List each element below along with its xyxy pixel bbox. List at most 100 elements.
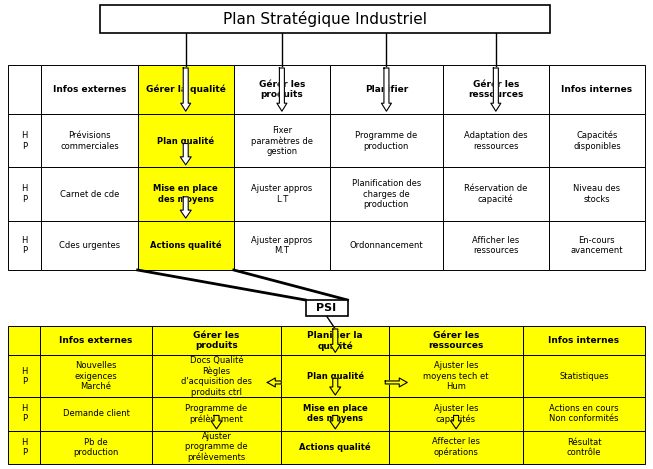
Bar xyxy=(306,300,347,316)
Bar xyxy=(151,397,281,431)
Text: Pb de
production: Pb de production xyxy=(73,438,119,457)
Bar xyxy=(443,114,549,167)
Bar xyxy=(40,356,151,397)
Bar xyxy=(8,114,41,167)
Bar xyxy=(40,431,151,464)
Text: H
P: H P xyxy=(22,236,28,255)
Bar xyxy=(443,65,549,114)
Bar xyxy=(41,65,138,114)
Bar xyxy=(330,167,443,221)
Bar xyxy=(8,65,41,114)
Text: Nouvelles
exigences
Marché: Nouvelles exigences Marché xyxy=(74,361,118,391)
Text: H
P: H P xyxy=(21,404,27,424)
Text: Gérer les
ressources: Gérer les ressources xyxy=(468,80,524,99)
Text: Capacités
disponibles: Capacités disponibles xyxy=(573,131,621,151)
Text: PSI: PSI xyxy=(317,303,336,313)
Text: Gérer les
ressources: Gérer les ressources xyxy=(428,331,484,350)
Text: H
P: H P xyxy=(21,366,27,386)
Text: Plan qualité: Plan qualité xyxy=(307,371,364,381)
Polygon shape xyxy=(381,68,391,111)
Text: Plan Stratégique Industriel: Plan Stratégique Industriel xyxy=(223,11,427,27)
Text: Statistiques: Statistiques xyxy=(559,372,609,381)
Text: Gérer les
produits: Gérer les produits xyxy=(259,80,305,99)
Text: Programme de
prélèvement: Programme de prélèvement xyxy=(185,404,247,424)
Text: Affecter les
opérations: Affecter les opérations xyxy=(432,437,480,457)
Bar xyxy=(40,397,151,431)
Bar xyxy=(523,431,645,464)
Bar xyxy=(8,326,40,356)
Bar xyxy=(330,65,443,114)
Bar xyxy=(443,167,549,221)
Text: Plan qualité: Plan qualité xyxy=(157,136,214,145)
Bar xyxy=(41,114,138,167)
Bar xyxy=(330,114,443,167)
Text: Réservation de
capacité: Réservation de capacité xyxy=(464,184,528,204)
Bar xyxy=(281,356,389,397)
Polygon shape xyxy=(330,416,341,429)
Text: Infos externes: Infos externes xyxy=(59,336,133,345)
Bar xyxy=(389,431,523,464)
Bar xyxy=(100,5,550,33)
Polygon shape xyxy=(491,68,501,111)
Text: Docs Qualité
Règles
d'acquisition des
produits ctrl: Docs Qualité Règles d'acquisition des pr… xyxy=(181,356,252,397)
Text: Ajuster les
capacités: Ajuster les capacités xyxy=(434,404,478,424)
Text: Mise en place
des moyens: Mise en place des moyens xyxy=(153,184,218,204)
Bar xyxy=(389,397,523,431)
Text: Prévisions
commerciales: Prévisions commerciales xyxy=(60,131,119,151)
Polygon shape xyxy=(451,416,462,429)
Text: Demande client: Demande client xyxy=(63,409,129,418)
Polygon shape xyxy=(267,378,281,387)
Text: H
P: H P xyxy=(22,131,28,151)
Bar xyxy=(8,431,40,464)
Polygon shape xyxy=(211,416,222,429)
Bar xyxy=(281,431,389,464)
Text: Planifier: Planifier xyxy=(365,85,408,94)
Bar xyxy=(523,326,645,356)
Text: Infos externes: Infos externes xyxy=(53,85,126,94)
Text: Fixer
paramètres de
gestion: Fixer paramètres de gestion xyxy=(251,126,313,156)
Bar xyxy=(151,431,281,464)
Bar xyxy=(41,167,138,221)
Bar xyxy=(234,65,330,114)
Bar xyxy=(330,221,443,270)
Text: Ajuster
programme de
prélèvements: Ajuster programme de prélèvements xyxy=(185,432,248,462)
Text: Résultat
contrôle: Résultat contrôle xyxy=(567,438,601,457)
Text: Ajuster appros
L.T: Ajuster appros L.T xyxy=(251,184,313,204)
Bar xyxy=(523,397,645,431)
Bar xyxy=(549,65,645,114)
Bar xyxy=(151,326,281,356)
Text: H
P: H P xyxy=(22,184,28,204)
Bar xyxy=(138,65,234,114)
Bar xyxy=(8,356,40,397)
Text: Carnet de cde: Carnet de cde xyxy=(60,189,119,199)
Text: Ajuster les
moyens tech et
Hum: Ajuster les moyens tech et Hum xyxy=(423,361,489,391)
Bar xyxy=(234,221,330,270)
Bar xyxy=(8,167,41,221)
Text: Ajuster appros
M.T: Ajuster appros M.T xyxy=(251,236,313,255)
Polygon shape xyxy=(330,329,340,352)
Bar xyxy=(549,167,645,221)
Bar xyxy=(281,326,389,356)
Text: Afficher les
ressources: Afficher les ressources xyxy=(472,236,520,255)
Text: Gérer la qualité: Gérer la qualité xyxy=(146,85,226,94)
Bar xyxy=(549,221,645,270)
Bar xyxy=(8,221,41,270)
Text: Adaptation des
ressources: Adaptation des ressources xyxy=(464,131,528,151)
Text: Cdes urgentes: Cdes urgentes xyxy=(59,241,120,250)
Bar xyxy=(151,356,281,397)
Text: Planification des
charges de
production: Planification des charges de production xyxy=(352,179,421,209)
Bar xyxy=(389,326,523,356)
Bar xyxy=(281,397,389,431)
Text: Gérer les
produits: Gérer les produits xyxy=(193,331,240,350)
Bar xyxy=(41,221,138,270)
Bar xyxy=(138,167,234,221)
Text: Infos internes: Infos internes xyxy=(549,336,620,345)
Text: Infos internes: Infos internes xyxy=(562,85,633,94)
Polygon shape xyxy=(180,197,191,218)
Text: Ordonnancement: Ordonnancement xyxy=(349,241,423,250)
Text: En-cours
avancement: En-cours avancement xyxy=(571,236,623,255)
Bar xyxy=(443,221,549,270)
Polygon shape xyxy=(277,68,287,111)
Bar xyxy=(549,114,645,167)
Bar xyxy=(138,114,234,167)
